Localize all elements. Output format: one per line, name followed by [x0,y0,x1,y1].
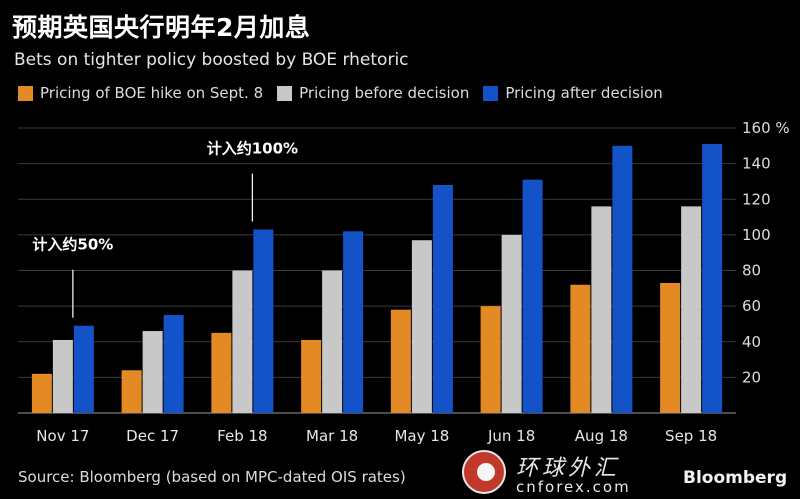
y-tick-label: 80 [742,262,761,280]
y-tick-label: 120 [742,190,771,208]
x-tick-label: Sep 18 [665,427,717,445]
watermark: 环球外汇 cnforex.com [462,446,642,498]
bar [121,370,142,413]
bar [411,240,432,413]
y-tick-label: 20 [742,368,761,386]
bar [52,339,73,413]
bar [211,332,232,413]
bloomberg-logo: Bloomberg [683,468,788,488]
x-tick-label: Mar 18 [306,427,358,445]
annotation-label: 计入约50% [32,236,113,254]
legend-swatch-sept8 [18,85,33,101]
bar [612,145,633,413]
bar [660,282,681,413]
bar [301,339,322,413]
bar [142,331,163,413]
bar [163,315,184,413]
bar [73,325,94,413]
legend-swatch-before [277,85,293,101]
chart-subtitle: Bets on tighter policy boosted by BOE rh… [14,50,409,70]
x-tick-label: Aug 18 [575,427,628,445]
bar [702,144,723,413]
bar [343,231,364,413]
bar [591,206,612,413]
x-tick-label: May 18 [394,427,449,445]
y-tick-label: 40 [742,333,761,351]
legend-item-sept8: Pricing of BOE hike on Sept. 8 [18,84,263,102]
legend-label-after: Pricing after decision [505,84,663,102]
watermark-name: 环球外汇 [516,456,621,481]
bar [480,306,501,413]
y-tick-label: 100 [742,226,771,244]
y-tick-label: 60 [742,297,761,315]
bar [501,234,522,413]
chart-title: 预期英国央行明年2月加息 [12,13,311,42]
y-tick-label: 160 % [742,119,790,137]
bar [432,185,453,413]
bar [253,229,274,413]
bar [390,309,411,413]
bar [681,206,702,413]
x-tick-label: Dec 17 [126,427,179,445]
x-tick-label: Jun 18 [487,427,535,445]
x-tick-label: Feb 18 [217,427,267,445]
legend-item-before: Pricing before decision [277,84,469,102]
legend-item-after: Pricing after decision [483,84,663,102]
bar [522,179,543,413]
legend-label-sept8: Pricing of BOE hike on Sept. 8 [40,84,264,102]
bar [232,270,253,413]
x-tick-label: Nov 17 [36,427,89,445]
legend-swatch-after [483,85,499,101]
y-tick-label: 140 [742,155,771,173]
watermark-url: cnforex.com [516,478,631,496]
legend: Pricing of BOE hike on Sept. 8 Pricing b… [18,84,677,102]
legend-label-before: Pricing before decision [299,84,470,102]
watermark-logo-icon [462,450,506,494]
annotation-label: 计入约100% [207,140,298,158]
source-note: Source: Bloomberg (based on MPC-dated OI… [18,468,406,486]
bar [570,284,591,413]
bar [322,270,343,413]
bar [31,373,52,413]
